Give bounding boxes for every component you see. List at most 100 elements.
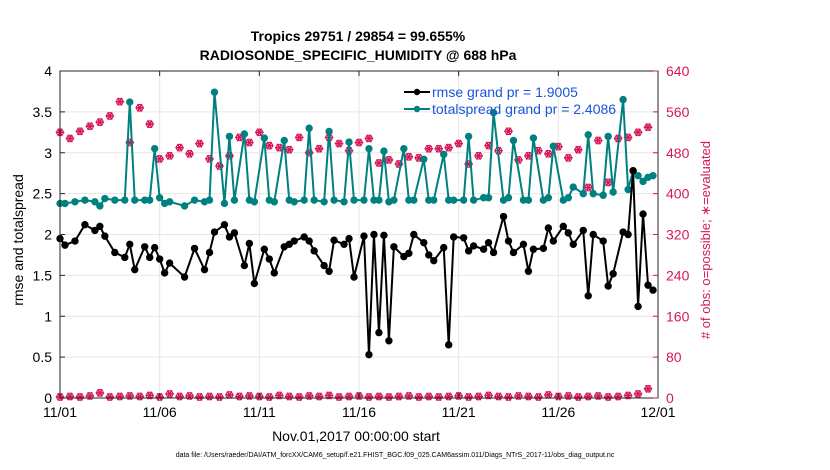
totalspread-point (464, 132, 473, 141)
totalspread-point (250, 198, 259, 206)
rmse-point (165, 259, 174, 267)
y-right-tick-label: 80 (666, 349, 682, 365)
rmse-point (290, 237, 298, 245)
y-right-tick-label: 560 (666, 104, 690, 120)
totalspread-point (365, 144, 373, 153)
obs-evaluated-point (444, 392, 454, 401)
y-right-tick-label: 240 (666, 267, 690, 283)
totalspread-point (61, 199, 69, 208)
totalspread-point (340, 198, 348, 206)
x-tick-label: 11/21 (442, 404, 476, 420)
totalspread-point (529, 134, 538, 142)
obs-evaluated-point (344, 392, 354, 401)
rmse-point (509, 248, 518, 257)
obs-evaluated-point (135, 103, 145, 112)
totalspread-point (410, 196, 418, 204)
obs-evaluated-point (175, 143, 184, 152)
rmse-point (649, 286, 657, 294)
rmse-point (449, 233, 458, 241)
rmse-point (330, 236, 338, 244)
obs-evaluated-point (444, 143, 454, 152)
totalspread-point (165, 198, 174, 206)
rmse-point (529, 245, 538, 253)
obs-evaluated-point (334, 139, 344, 148)
totalspread-point (459, 196, 468, 204)
obs-evaluated-point (394, 392, 404, 401)
rmse-point (360, 232, 368, 240)
obs-evaluated-point (543, 391, 553, 399)
obs-evaluated-point (75, 127, 85, 136)
obs-evaluated-point (185, 149, 194, 158)
obs-evaluated-point (454, 139, 464, 148)
obs-evaluated-point (633, 128, 643, 137)
obs-evaluated-point (573, 145, 583, 154)
obs-evaluated-point (115, 97, 125, 106)
rmse-point (430, 256, 438, 265)
obs-evaluated-point (354, 138, 364, 147)
legend-label-rmse: rmse grand pr = 1.9005 (432, 84, 578, 100)
totalspread-point (420, 155, 428, 163)
rmse-point (205, 248, 214, 257)
obs-evaluated-point (254, 128, 264, 137)
y-right-tick-label: 480 (666, 145, 690, 161)
rmse-point (629, 167, 637, 175)
totalspread-point (290, 198, 298, 206)
totalspread-point (469, 196, 478, 204)
rmse-point (405, 249, 413, 258)
totalspread-point (330, 196, 338, 204)
y-left-tick-label: 0 (44, 390, 52, 406)
rmse-point (320, 261, 328, 270)
totalspread-point (430, 196, 438, 204)
obs-evaluated-point (474, 151, 484, 160)
rmse-point (539, 244, 548, 253)
totalspread-point (375, 196, 383, 204)
totalspread-point (489, 108, 498, 117)
y-axis-left-label: rmse and totalspread (10, 174, 26, 306)
obs-evaluated-point (294, 393, 304, 401)
obs-evaluated-point (643, 123, 653, 132)
rmse-point (445, 341, 453, 349)
rmse-point (524, 267, 533, 275)
x-tick-label: 11/26 (541, 404, 575, 420)
y-left-tick-label: 1.5 (33, 267, 53, 283)
totalspread-point (584, 131, 592, 139)
rmse-point (91, 226, 99, 235)
y-axis-right-label: # of obs: o=possible; ∗=evaluated (698, 141, 713, 339)
obs-evaluated-point (65, 134, 75, 143)
obs-evaluated-point (75, 393, 85, 401)
obs-evaluated-point (264, 393, 274, 401)
obs-evaluated-point (294, 133, 304, 142)
obs-evaluated-point (543, 149, 553, 158)
totalspread-point (280, 136, 288, 145)
chart-title-line2: RADIOSONDE_SPECIFIC_HUMIDITY @ 688 hPa (200, 47, 517, 63)
obs-evaluated-point (235, 392, 244, 401)
x-axis-label: Nov.01,2017 00:00:00 start (272, 428, 440, 444)
rmse-point (220, 220, 229, 229)
rmse-point (385, 337, 393, 345)
x-tick-label: 11/11 (243, 404, 276, 420)
rmse-point (340, 240, 348, 249)
rmse-point (479, 245, 488, 253)
rmse-point (96, 222, 104, 231)
rmse-point (375, 328, 383, 337)
y-right-tick-label: 640 (666, 63, 690, 79)
obs-evaluated-point (235, 133, 244, 142)
obs-evaluated-point (284, 392, 294, 401)
rmse-point (544, 224, 553, 232)
rmse-point (569, 240, 577, 249)
totalspread-point (380, 147, 388, 155)
rmse-point (121, 253, 129, 262)
totalspread-point (320, 198, 328, 206)
totalspread-point (440, 150, 448, 159)
x-tick-label: 11/06 (143, 404, 177, 420)
totalspread-point (210, 88, 219, 96)
obs-evaluated-point (264, 141, 274, 150)
rmse-point (61, 241, 69, 249)
chart-title-line1: Tropics 29751 / 29854 = 99.655% (251, 28, 466, 44)
obs-evaluated-point (424, 392, 434, 401)
obs-evaluated-point (374, 392, 384, 401)
y-left-tick-label: 1 (44, 308, 52, 324)
obs-evaluated-point (583, 392, 593, 401)
obs-evaluated-point (215, 393, 224, 401)
rmse-point (440, 243, 448, 252)
